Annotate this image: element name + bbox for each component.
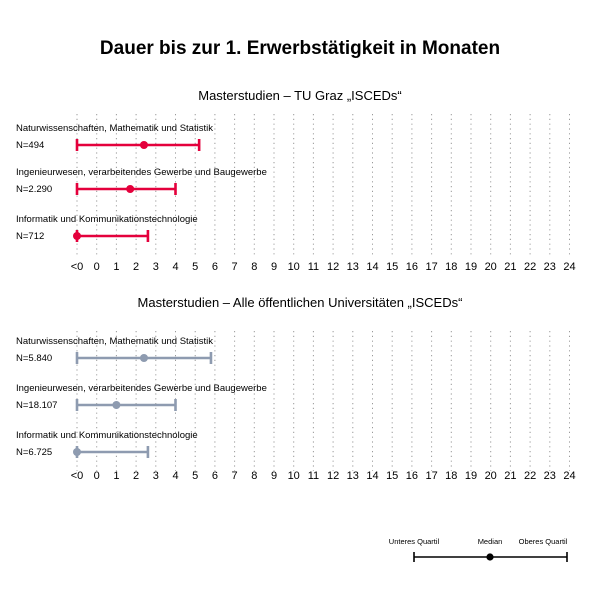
x-tick-label: 1 [113,261,119,273]
x-tick-label: 24 [563,470,575,482]
x-tick-label: 0 [94,261,100,273]
x-tick-label: 16 [406,261,418,273]
x-tick-label: 14 [366,470,378,482]
category-n-label: N=6.725 [16,447,52,458]
x-tick-label: 13 [347,261,359,273]
x-tick-label: 2 [133,261,139,273]
category-label: Informatik und Kommunikationstechnologie [16,430,198,441]
x-tick-label: 3 [153,470,159,482]
x-tick-label: 24 [563,261,575,273]
x-tick-label: 8 [251,261,257,273]
x-tick-label: 6 [212,470,218,482]
panel-title: Masterstudien – TU Graz „ISCEDs“ [198,88,401,103]
x-tick-label: 7 [232,261,238,273]
x-tick-label: 20 [485,470,497,482]
x-tick-label: 12 [327,470,339,482]
x-tick-label: 20 [485,261,497,273]
median-point [112,401,121,409]
x-tick-label: 2 [133,470,139,482]
x-tick-label: <0 [71,261,84,273]
x-tick-label: 17 [425,261,437,273]
legend-upper-label: Oberes Quartil [519,537,568,546]
median-point [73,448,81,456]
category-label: Ingenieurwesen, verarbeitendes Gewerbe u… [16,167,267,178]
category-label: Naturwissenschaften, Mathematik und Stat… [16,123,213,134]
x-tick-label: 13 [347,470,359,482]
x-tick-label: 10 [288,470,300,482]
x-tick-label: 21 [504,470,516,482]
x-tick-label: 4 [172,261,178,273]
x-tick-label: 16 [406,470,418,482]
x-tick-label: 9 [271,470,277,482]
x-tick-label: 18 [445,470,457,482]
x-tick-label: 21 [504,261,516,273]
panel-title: Masterstudien – Alle öffentlichen Univer… [138,295,463,310]
legend-median-label: Median [478,537,503,546]
x-tick-label: 19 [465,261,477,273]
x-tick-label: 3 [153,261,159,273]
x-tick-label: 14 [366,261,378,273]
legend-lower-label: Unteres Quartil [389,537,440,546]
x-tick-label: 22 [524,470,536,482]
x-tick-label: 23 [544,470,556,482]
category-label: Naturwissenschaften, Mathematik und Stat… [16,336,213,347]
x-tick-label: 1 [113,470,119,482]
x-tick-label: 7 [232,470,238,482]
median-point [139,141,148,149]
category-n-label: N=494 [16,140,44,151]
category-label: Informatik und Kommunikationstechnologie [16,214,198,225]
median-point [139,354,148,362]
category-n-label: N=712 [16,231,44,242]
x-tick-label: 12 [327,261,339,273]
x-tick-label: 22 [524,261,536,273]
x-tick-label: 15 [386,470,398,482]
x-tick-label: 10 [288,261,300,273]
x-tick-label: 17 [425,470,437,482]
category-n-label: N=18.107 [16,400,57,411]
x-tick-label: 4 [172,470,178,482]
median-point [126,185,135,193]
median-point [73,232,81,240]
x-tick-label: 11 [308,261,319,273]
x-tick-label: <0 [71,470,84,482]
category-n-label: N=2.290 [16,184,52,195]
x-tick-label: 23 [544,261,556,273]
x-tick-label: 11 [308,470,319,482]
category-label: Ingenieurwesen, verarbeitendes Gewerbe u… [16,383,267,394]
x-tick-label: 15 [386,261,398,273]
x-tick-label: 18 [445,261,457,273]
x-tick-label: 5 [192,261,198,273]
category-n-label: N=5.840 [16,353,52,364]
legend-median-point [486,553,494,561]
x-tick-label: 6 [212,261,218,273]
chart-title: Dauer bis zur 1. Erwerbstätigkeit in Mon… [100,38,500,59]
x-tick-label: 0 [94,470,100,482]
x-tick-label: 5 [192,470,198,482]
x-tick-label: 19 [465,470,477,482]
x-tick-label: 9 [271,261,277,273]
x-tick-label: 8 [251,470,257,482]
